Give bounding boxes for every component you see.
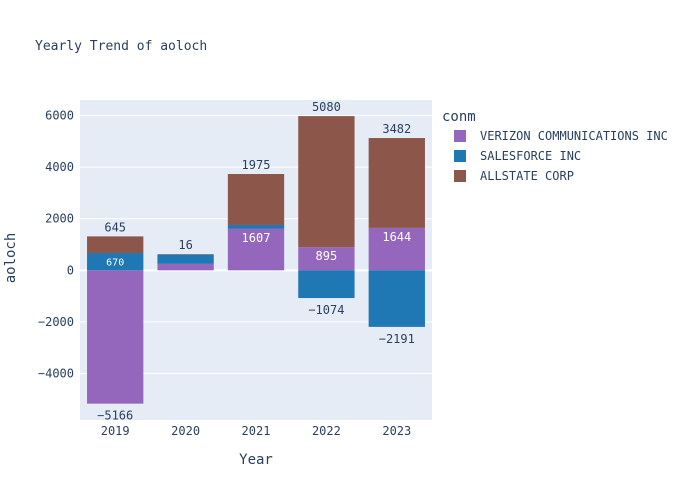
bar — [87, 270, 144, 404]
data-label: 1975 — [242, 158, 271, 172]
data-label: 3482 — [382, 122, 411, 136]
bar — [227, 224, 285, 229]
x-tick-label: 2022 — [312, 424, 341, 438]
legend[interactable]: VERIZON COMMUNICATIONS INC SALESFORCE INC… — [454, 129, 668, 183]
y-tick-label: −4000 — [38, 367, 74, 381]
chart-title: Yearly Trend of aoloch — [35, 39, 207, 54]
y-tick-label: 2000 — [45, 212, 74, 226]
data-label: 16 — [178, 238, 192, 252]
data-label: 5080 — [312, 100, 341, 114]
bar — [298, 270, 355, 299]
bar — [368, 138, 425, 228]
bars — [87, 116, 425, 404]
data-label: −5166 — [97, 409, 133, 423]
x-axis-ticks: 2019 2020 2021 2022 2023 — [101, 424, 412, 438]
data-label: 1644 — [382, 230, 411, 244]
data-label: −1074 — [308, 303, 344, 317]
legend-title: conm — [442, 109, 476, 125]
bar — [368, 227, 425, 271]
x-tick-label: 2023 — [382, 424, 411, 438]
legend-swatch — [454, 130, 466, 142]
y-axis-ticks: −4000 −2000 0 2000 4000 6000 — [38, 108, 74, 380]
y-tick-label: 4000 — [45, 160, 74, 174]
bar — [87, 236, 144, 254]
legend-swatch — [454, 170, 466, 182]
x-tick-label: 2019 — [101, 424, 130, 438]
data-label: 645 — [104, 220, 126, 234]
data-labels: −5166 670 645 16 1607 1975 895 −1074 5080 1644 −21… — [97, 100, 415, 423]
bar — [87, 253, 144, 271]
y-tick-label: 6000 — [45, 108, 74, 122]
bar — [298, 247, 355, 271]
y-tick-label: −2000 — [38, 315, 74, 329]
data-label: −2191 — [379, 332, 415, 346]
bar — [298, 116, 355, 248]
y-axis-title: aoloch — [3, 233, 19, 284]
legend-item[interactable]: ALLSTATE CORP — [454, 169, 574, 183]
legend-item[interactable]: SALESFORCE INC — [454, 149, 581, 163]
bar — [157, 254, 214, 264]
legend-swatch — [454, 150, 466, 162]
x-tick-label: 2020 — [171, 424, 200, 438]
bar — [227, 228, 285, 271]
legend-label: VERIZON COMMUNICATIONS INC — [480, 129, 668, 143]
data-label: 670 — [106, 258, 124, 269]
legend-label: SALESFORCE INC — [480, 149, 581, 163]
legend-item[interactable]: VERIZON COMMUNICATIONS INC — [454, 129, 668, 143]
bar — [368, 270, 425, 327]
x-tick-label: 2021 — [242, 424, 271, 438]
data-label: 895 — [316, 249, 338, 263]
legend-label: ALLSTATE CORP — [480, 169, 574, 183]
data-label: 1607 — [242, 231, 271, 245]
bar — [157, 263, 214, 271]
x-axis-title: Year — [239, 452, 273, 468]
y-tick-label: 0 — [67, 263, 74, 277]
bar — [227, 174, 285, 225]
